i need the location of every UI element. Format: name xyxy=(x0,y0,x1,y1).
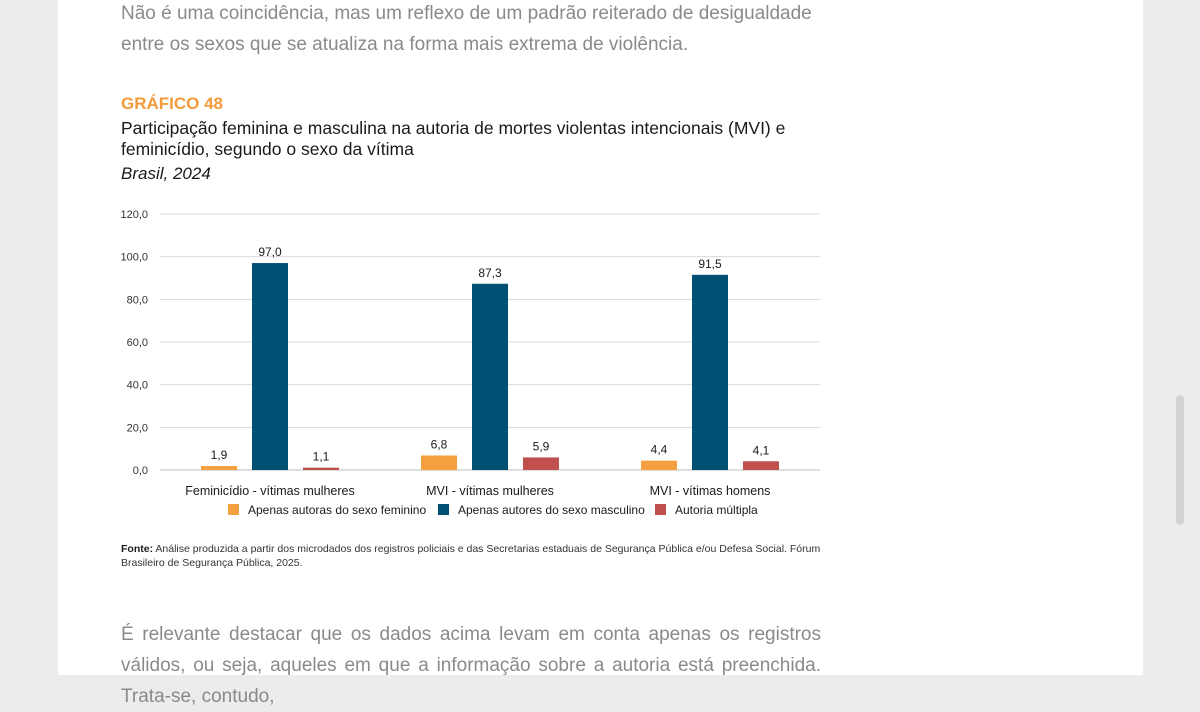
chart-number-label: GRÁFICO 48 xyxy=(121,94,224,113)
chart-title: Participação feminina e masculina na aut… xyxy=(121,118,786,159)
source-label: Fonte: xyxy=(121,543,154,555)
x-tick-label: MVI - vítimas mulheres xyxy=(426,484,554,498)
source-text: Análise produzida a partir dos microdado… xyxy=(121,543,821,569)
intro-paragraph: Não é uma coincidência, mas um reflexo d… xyxy=(121,3,812,55)
bar xyxy=(201,465,237,470)
data-label: 97,0 xyxy=(258,245,282,259)
chart-subtitle: Brasil, 2024 xyxy=(121,164,211,183)
bar xyxy=(303,467,339,470)
legend-label: Apenas autoras do sexo feminino xyxy=(248,503,426,517)
document-page xyxy=(58,0,1143,675)
data-label: 4,4 xyxy=(651,443,668,457)
data-label: 1,1 xyxy=(313,450,330,464)
y-tick-label: 20,0 xyxy=(127,422,148,434)
scrollbar-thumb[interactable] xyxy=(1176,395,1184,525)
data-label: 1,9 xyxy=(211,448,228,462)
y-tick-label: 120,0 xyxy=(120,209,148,221)
legend-swatch xyxy=(438,504,449,515)
y-tick-label: 100,0 xyxy=(120,252,148,264)
y-tick-label: 80,0 xyxy=(127,294,148,306)
y-tick-label: 0,0 xyxy=(133,465,148,477)
bar xyxy=(421,455,457,470)
bar xyxy=(692,274,728,470)
bar xyxy=(743,461,779,470)
x-tick-label: MVI - vítimas homens xyxy=(650,484,771,498)
legend-swatch xyxy=(228,504,239,515)
bar xyxy=(472,283,508,470)
bar xyxy=(641,460,677,470)
bar xyxy=(252,263,288,470)
y-tick-label: 40,0 xyxy=(127,380,148,392)
legend-label: Apenas autores do sexo masculino xyxy=(458,503,645,517)
closing-paragraph: É relevante destacar que os dados acima … xyxy=(121,624,821,707)
legend-label: Autoria múltipla xyxy=(675,503,758,517)
data-label: 87,3 xyxy=(478,266,502,280)
y-tick-label: 60,0 xyxy=(127,337,148,349)
data-label: 4,1 xyxy=(753,443,770,457)
bar xyxy=(523,457,559,470)
data-label: 6,8 xyxy=(431,437,448,451)
legend-swatch xyxy=(655,504,666,515)
source-note: Fonte: Análise produzida a partir dos mi… xyxy=(121,542,841,570)
data-label: 5,9 xyxy=(533,439,550,453)
bar-chart: 0,0 20,0 40,0 60,0 80,0 100,0 120,0 1,9 97,0 1,1 F… xyxy=(120,209,820,517)
x-tick-label: Feminicídio - vítimas mulheres xyxy=(185,484,355,498)
data-label: 91,5 xyxy=(698,257,722,271)
